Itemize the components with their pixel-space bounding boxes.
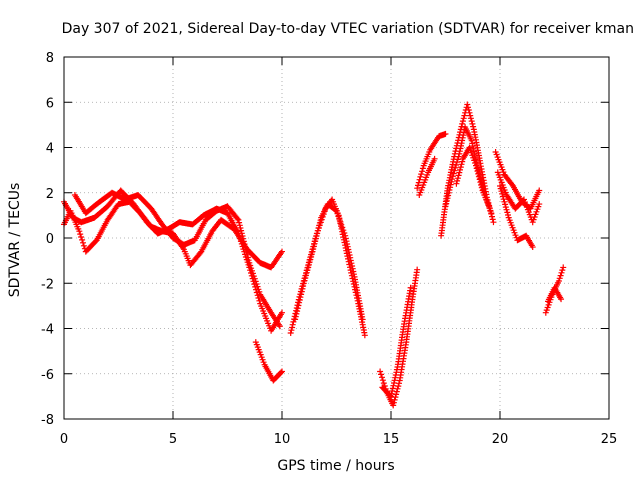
series-arc-8 <box>379 284 414 400</box>
y-tick-label: 6 <box>46 96 54 111</box>
x-tick-label: 20 <box>492 432 509 447</box>
series-arc-4 <box>252 339 285 384</box>
y-tick-label: -6 <box>41 368 54 383</box>
y-tick-label: 4 <box>46 142 54 157</box>
data-point-markers <box>494 169 543 226</box>
data-point-markers <box>292 201 366 323</box>
y-tick-label: -4 <box>41 323 54 338</box>
y-axis-label: SDTVAR / TECUs <box>7 183 23 298</box>
data-point-markers <box>287 196 368 339</box>
data-point-markers <box>414 130 449 192</box>
series-arc-18 <box>545 284 565 305</box>
series-arc-15 <box>494 169 543 226</box>
series-arc-5 <box>287 196 368 339</box>
x-tick-label: 5 <box>169 432 177 447</box>
chart-title: Day 307 of 2021, Sidereal Day-to-day VTE… <box>62 21 634 37</box>
data-point-markers <box>71 189 283 330</box>
data-point-markers <box>252 339 285 384</box>
series-arc-6 <box>292 201 366 323</box>
series-arc-11 <box>438 101 497 239</box>
data-point-markers <box>497 183 536 251</box>
series-arc-13 <box>453 144 493 210</box>
data-point-markers <box>545 284 565 305</box>
x-tick-label: 10 <box>274 432 291 447</box>
x-tick-label: 25 <box>601 432 618 447</box>
series-arc-3 <box>71 189 283 330</box>
data-point-markers <box>416 155 438 198</box>
axis-ticks: 0 5 10 15 20 25 -8 -6 -4 -2 0 2 4 6 8 <box>41 51 617 447</box>
grid-lines <box>64 57 609 419</box>
y-tick-label: -2 <box>41 277 54 292</box>
y-tick-label: 2 <box>46 187 54 202</box>
data-point-markers <box>438 101 497 239</box>
y-tick-label: 0 <box>46 232 54 247</box>
x-axis-label: GPS time / hours <box>277 458 394 474</box>
x-tick-label: 0 <box>60 432 68 447</box>
y-tick-label: -8 <box>41 413 54 428</box>
series-arc-9 <box>414 130 449 192</box>
series-arc-10 <box>416 155 438 198</box>
x-tick-label: 15 <box>383 432 400 447</box>
data-point-markers <box>453 144 493 210</box>
data-point-markers <box>379 284 414 400</box>
series-arc-16 <box>497 183 536 251</box>
y-tick-label: 8 <box>46 51 54 66</box>
